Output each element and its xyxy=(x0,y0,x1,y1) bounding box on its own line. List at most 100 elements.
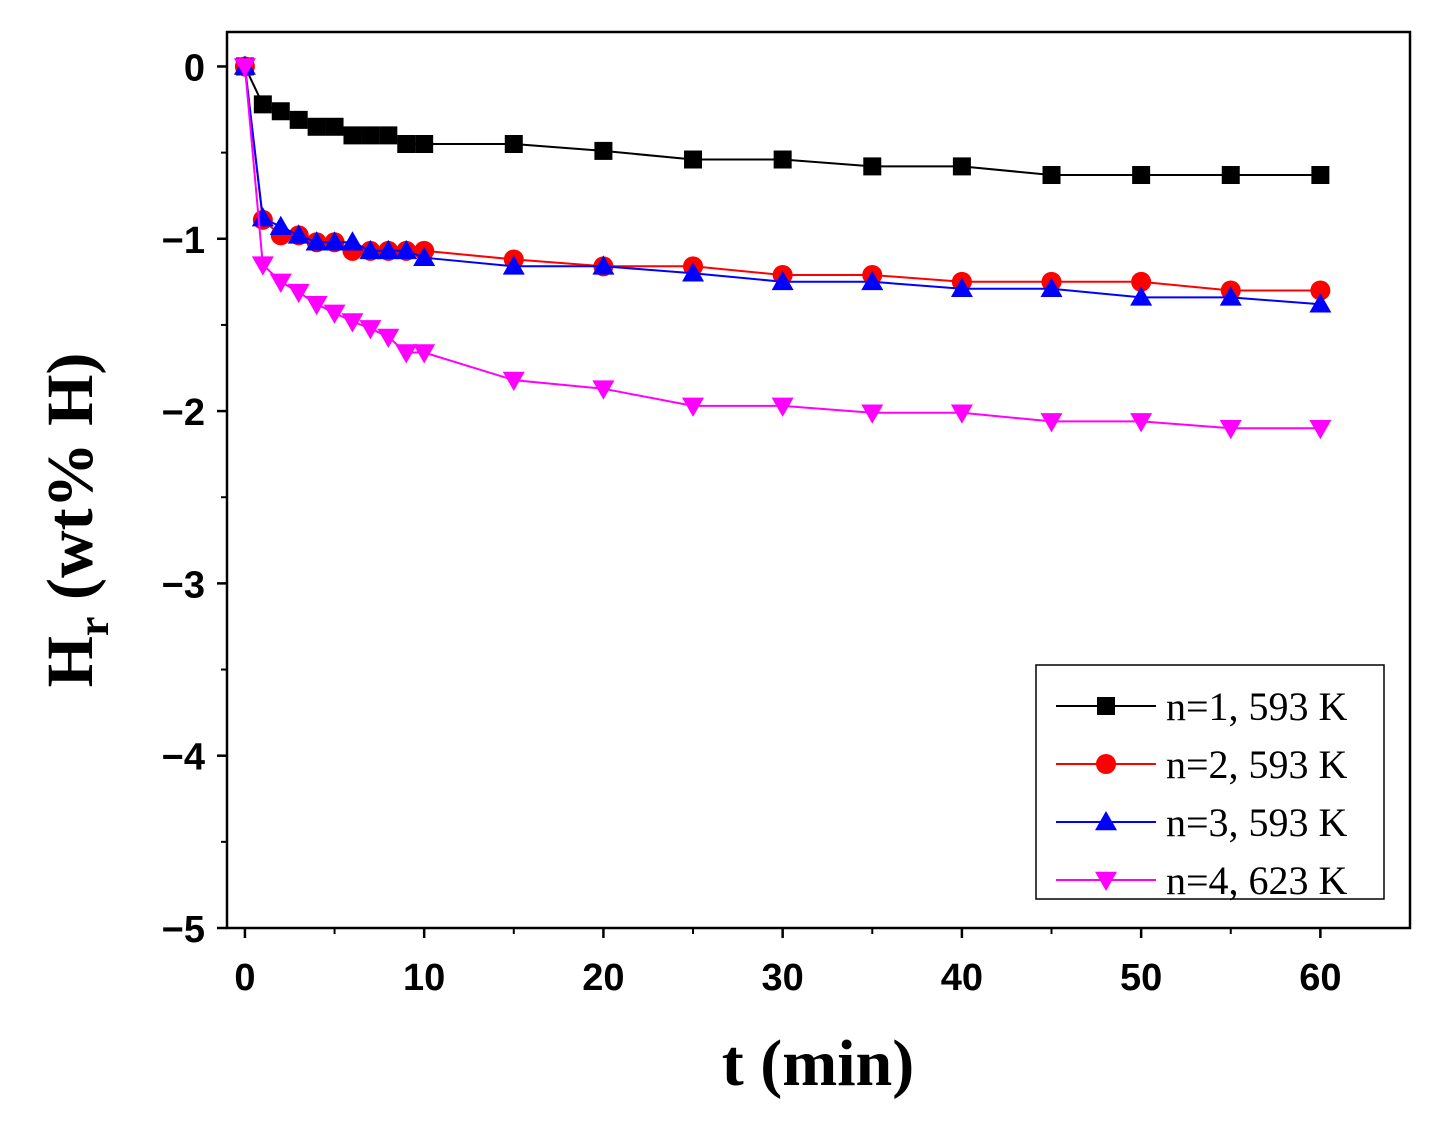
data-point xyxy=(413,246,436,266)
data-point xyxy=(325,117,344,136)
data-point xyxy=(1311,166,1330,185)
data-point xyxy=(952,157,971,176)
y-tick-label: −1 xyxy=(162,220,205,262)
data-point xyxy=(253,95,272,114)
legend: n=1, 593 K n=2, 593 K n=3, 593 K n=4, 623 K xyxy=(1035,664,1385,903)
data-point xyxy=(359,239,382,260)
x-tick-label: 50 xyxy=(1120,957,1162,999)
legend-box xyxy=(1035,664,1385,900)
data-point xyxy=(1040,413,1063,433)
data-point xyxy=(323,231,346,251)
data-point xyxy=(415,135,434,153)
data-point xyxy=(251,207,274,227)
data-point xyxy=(502,371,525,392)
data-point xyxy=(594,141,613,160)
series-1 xyxy=(235,57,1330,185)
data-point xyxy=(343,126,362,145)
data-point xyxy=(271,102,290,121)
x-tick-label: 20 xyxy=(582,957,624,999)
legend-marker xyxy=(1095,871,1117,891)
y-tick-label: −3 xyxy=(162,564,205,606)
data-point xyxy=(269,215,292,235)
series-2 xyxy=(234,56,1331,301)
data-point xyxy=(1219,286,1242,306)
legend-label: n=2, 593 K xyxy=(1166,742,1348,787)
legend-item: n=1, 593 K xyxy=(1056,684,1348,729)
data-point xyxy=(305,231,328,251)
legend-marker xyxy=(1095,811,1117,831)
data-point xyxy=(341,231,364,251)
x-tick-label: 40 xyxy=(941,957,983,999)
legend-label: n=3, 593 K xyxy=(1166,800,1348,845)
data-point xyxy=(287,283,310,304)
data-point xyxy=(1131,271,1152,292)
legend-item: n=2, 593 K xyxy=(1056,742,1348,787)
data-point xyxy=(1309,420,1332,440)
legend-label: n=4, 623 K xyxy=(1166,858,1348,903)
series-3 xyxy=(233,55,1332,313)
plot-frame xyxy=(225,30,1412,930)
data-point xyxy=(771,397,794,417)
data-point xyxy=(289,110,308,129)
y-tick-label: −5 xyxy=(162,909,205,951)
data-point xyxy=(307,117,326,136)
data-point xyxy=(361,126,380,145)
data-point xyxy=(359,320,382,340)
y-axis-title-sub: r xyxy=(69,617,118,637)
data-point xyxy=(592,380,615,400)
series-4 xyxy=(233,58,1332,440)
y-tick-label: −2 xyxy=(162,392,205,434)
data-point xyxy=(592,255,615,275)
axis-ticks: 0 10 20 30 40 50 60 0 −1 −2 −3 −4 −5 xyxy=(162,47,1342,999)
data-point xyxy=(773,150,792,169)
x-axis-title: t (min) xyxy=(722,1027,914,1100)
data-point xyxy=(323,304,346,324)
data-point xyxy=(269,273,292,293)
x-tick-label: 30 xyxy=(762,957,804,999)
y-axis-title-rest: (wt% H) xyxy=(34,353,107,617)
y-tick-label: 0 xyxy=(184,47,205,89)
x-tick-label: 60 xyxy=(1299,957,1341,999)
data-point xyxy=(1309,293,1332,313)
data-point xyxy=(1310,280,1331,301)
legend-item: n=3, 593 K xyxy=(1056,800,1348,845)
data-point xyxy=(1219,420,1242,440)
legend-marker xyxy=(1097,697,1115,715)
data-point xyxy=(1130,286,1153,306)
data-point xyxy=(863,157,882,176)
data-point xyxy=(504,135,523,153)
series-layer xyxy=(233,55,1332,440)
data-point xyxy=(251,256,274,276)
legend-label: n=1, 593 K xyxy=(1166,684,1348,729)
data-point xyxy=(861,270,884,291)
x-tick-label: 10 xyxy=(403,957,445,999)
data-point xyxy=(861,404,884,424)
legend-item: n=4, 623 K xyxy=(1056,858,1348,903)
data-point xyxy=(377,239,400,260)
data-point xyxy=(1042,166,1061,185)
data-point xyxy=(287,224,310,244)
legend-items: n=1, 593 K n=2, 593 K n=3, 593 K n=4, 623 K xyxy=(1056,684,1348,903)
data-point xyxy=(305,295,328,316)
x-tick-label: 0 xyxy=(234,957,255,999)
data-point xyxy=(950,277,973,297)
data-point xyxy=(682,397,705,417)
data-point xyxy=(377,328,400,348)
data-point xyxy=(1221,166,1240,185)
data-point xyxy=(1130,413,1153,433)
data-point xyxy=(395,344,418,364)
legend-marker xyxy=(1096,754,1116,774)
data-point xyxy=(682,262,705,282)
data-point xyxy=(341,313,364,333)
data-point xyxy=(397,135,416,153)
data-point xyxy=(502,255,525,275)
data-point xyxy=(684,150,703,169)
data-point xyxy=(379,126,398,145)
y-tick-label: −4 xyxy=(162,737,205,779)
data-point xyxy=(1132,166,1151,185)
data-point xyxy=(771,270,794,291)
data-point xyxy=(233,58,256,78)
data-point xyxy=(413,344,436,364)
data-point xyxy=(395,239,418,260)
